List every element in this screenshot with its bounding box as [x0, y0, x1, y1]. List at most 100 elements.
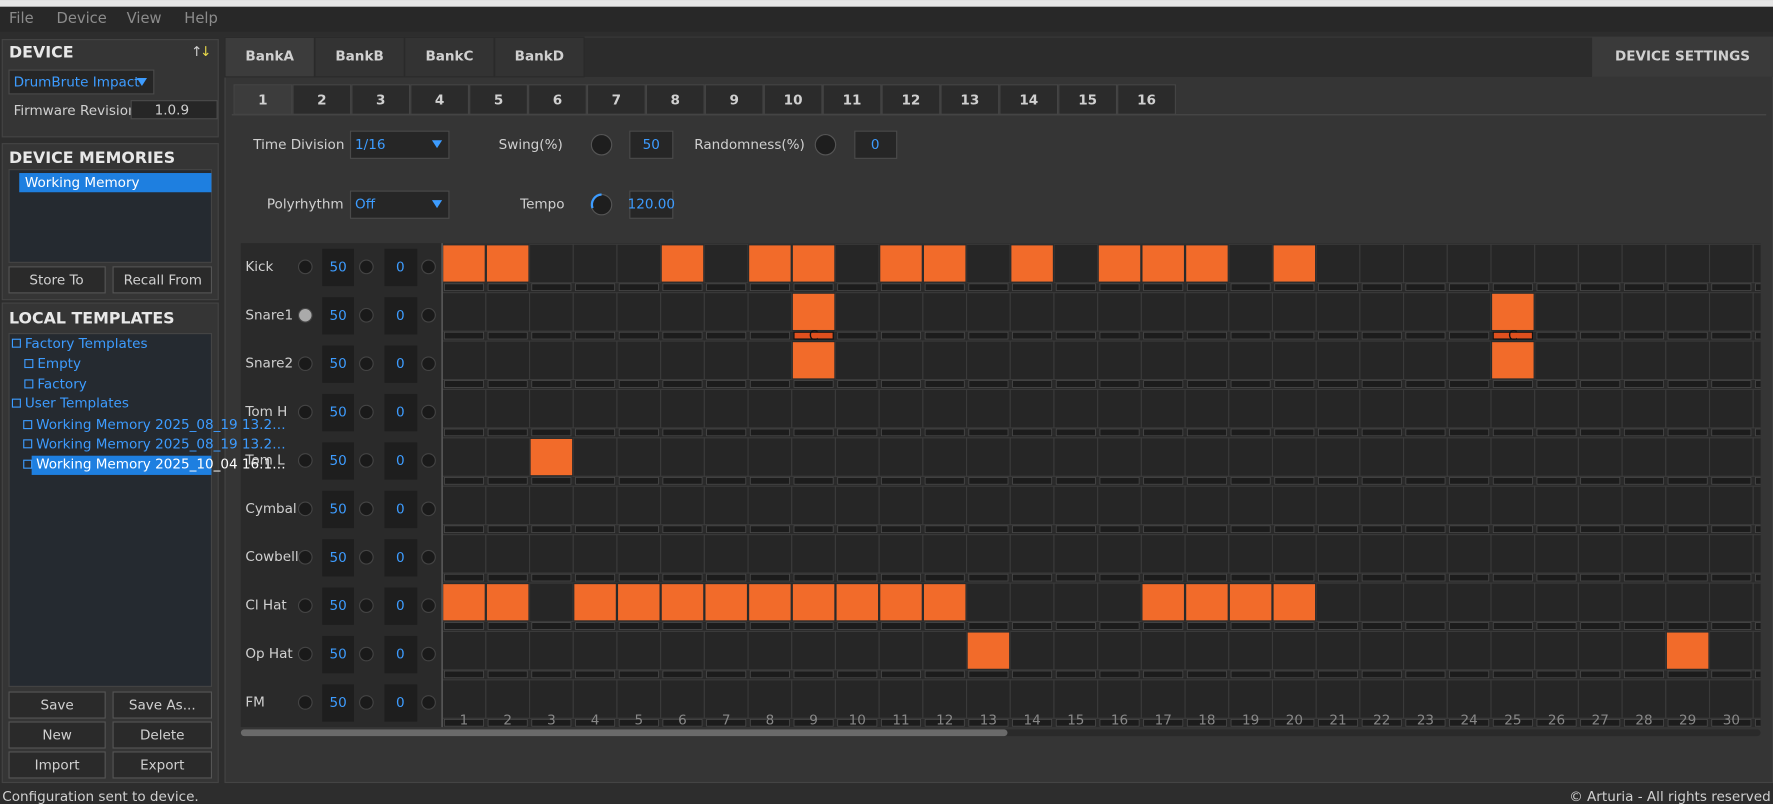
step-pad[interactable]	[878, 679, 924, 719]
step-pad[interactable]	[1140, 388, 1186, 429]
step-pad[interactable]	[834, 292, 880, 332]
step-pad[interactable]	[1708, 243, 1754, 284]
step-pad[interactable]	[1009, 679, 1055, 719]
step-pad[interactable]	[1534, 437, 1579, 477]
step-pad[interactable]	[528, 679, 574, 719]
value-box[interactable]	[384, 635, 418, 674]
step-pad[interactable]	[834, 243, 880, 284]
active-step[interactable]	[748, 244, 792, 283]
track-button[interactable]	[297, 646, 313, 662]
step-pad[interactable]	[1621, 388, 1667, 429]
step-pad[interactable]	[1708, 437, 1754, 477]
randomness-knob[interactable]	[814, 134, 837, 156]
active-step[interactable]	[660, 244, 705, 283]
track-button[interactable]	[421, 549, 436, 565]
level-box[interactable]	[322, 442, 354, 480]
step-pad[interactable]	[441, 437, 487, 477]
step-pad[interactable]	[791, 630, 837, 671]
active-step[interactable]	[922, 583, 967, 622]
step-pad[interactable]	[1621, 485, 1667, 526]
step-pad[interactable]	[1577, 292, 1623, 332]
value-box[interactable]	[384, 345, 418, 383]
step-pad[interactable]	[965, 485, 1011, 526]
step-pad[interactable]	[616, 388, 662, 429]
step-pad[interactable]	[922, 340, 968, 381]
step-pad[interactable]	[572, 388, 618, 429]
level-box[interactable]	[322, 684, 354, 722]
track-button[interactable]	[297, 356, 313, 372]
step-pad[interactable]	[1009, 534, 1055, 574]
step-pad[interactable]	[1752, 388, 1773, 429]
step-pad[interactable]	[572, 292, 618, 332]
step-pad[interactable]	[616, 340, 662, 381]
step-pad[interactable]	[747, 437, 793, 477]
step-pad[interactable]	[1403, 243, 1448, 284]
template-button[interactable]	[112, 751, 213, 779]
step-pad[interactable]	[441, 292, 487, 332]
bank-tab[interactable]	[404, 36, 495, 78]
step-pad[interactable]	[572, 534, 618, 574]
step-pad[interactable]	[791, 388, 837, 429]
step-pad[interactable]	[1534, 340, 1579, 381]
step-pad[interactable]	[703, 630, 749, 671]
tree-item[interactable]: Working Memory 2025_08_19 13.2…	[36, 436, 285, 452]
track-button[interactable]	[297, 501, 313, 517]
step-flag[interactable]	[1492, 331, 1534, 340]
step-pad[interactable]	[1752, 534, 1773, 574]
active-step[interactable]	[1010, 244, 1054, 283]
step-pad[interactable]	[485, 679, 531, 719]
step-pad[interactable]	[1403, 485, 1448, 526]
menu-item[interactable]: View	[127, 10, 162, 27]
step-pad[interactable]	[1665, 340, 1711, 381]
step-pad[interactable]	[441, 388, 487, 429]
step-pad[interactable]	[1752, 243, 1773, 284]
step-pad[interactable]	[1097, 582, 1142, 623]
template-button[interactable]	[8, 691, 106, 719]
step-pad[interactable]	[1053, 388, 1099, 429]
step-pad[interactable]	[1577, 679, 1623, 719]
level-box[interactable]	[322, 490, 354, 529]
step-pad[interactable]	[1534, 582, 1579, 623]
step-pad[interactable]	[922, 292, 968, 332]
step-pad[interactable]	[1315, 340, 1361, 381]
step-pad[interactable]	[1228, 534, 1274, 574]
step-pad[interactable]	[485, 292, 531, 332]
step-pad[interactable]	[616, 243, 662, 284]
track-button[interactable]	[359, 307, 374, 323]
active-step[interactable]	[1141, 583, 1186, 622]
step-pad[interactable]	[616, 292, 662, 332]
step-pad[interactable]	[616, 630, 662, 671]
step-pad[interactable]	[1315, 243, 1361, 284]
step-pad[interactable]	[1446, 485, 1492, 526]
active-step[interactable]	[1665, 631, 1710, 670]
step-pad[interactable]	[1009, 630, 1055, 671]
template-button[interactable]	[112, 721, 213, 749]
step-pad[interactable]	[1534, 292, 1579, 332]
step-pad[interactable]	[965, 534, 1011, 574]
step-pad[interactable]	[1315, 534, 1361, 574]
step-pad[interactable]	[1184, 340, 1230, 381]
step-pad[interactable]	[1708, 534, 1754, 574]
step-pad[interactable]	[1403, 679, 1448, 719]
bank-tab[interactable]	[314, 36, 405, 78]
step-pad[interactable]	[965, 437, 1011, 477]
step-pad[interactable]	[834, 388, 880, 429]
value-box[interactable]	[384, 684, 418, 722]
step-pad[interactable]	[965, 292, 1011, 332]
step-pad[interactable]	[528, 243, 574, 284]
step-pad[interactable]	[572, 437, 618, 477]
tree-item[interactable]: Working Memory 2025_08_19 13.2…	[36, 417, 285, 433]
step-pad[interactable]	[1271, 534, 1317, 574]
track-button[interactable]	[297, 549, 313, 565]
step-pad[interactable]	[1053, 437, 1099, 477]
step-pad[interactable]	[1184, 534, 1230, 574]
step-pad[interactable]	[1621, 630, 1667, 671]
active-step[interactable]	[791, 244, 836, 283]
step-pad[interactable]	[791, 534, 837, 574]
active-step[interactable]	[485, 244, 530, 283]
step-pad[interactable]	[1534, 534, 1579, 574]
step-pad[interactable]	[1534, 388, 1579, 429]
track-button[interactable]	[297, 695, 313, 710]
step-pad[interactable]	[528, 534, 574, 574]
template-button[interactable]	[8, 751, 106, 779]
